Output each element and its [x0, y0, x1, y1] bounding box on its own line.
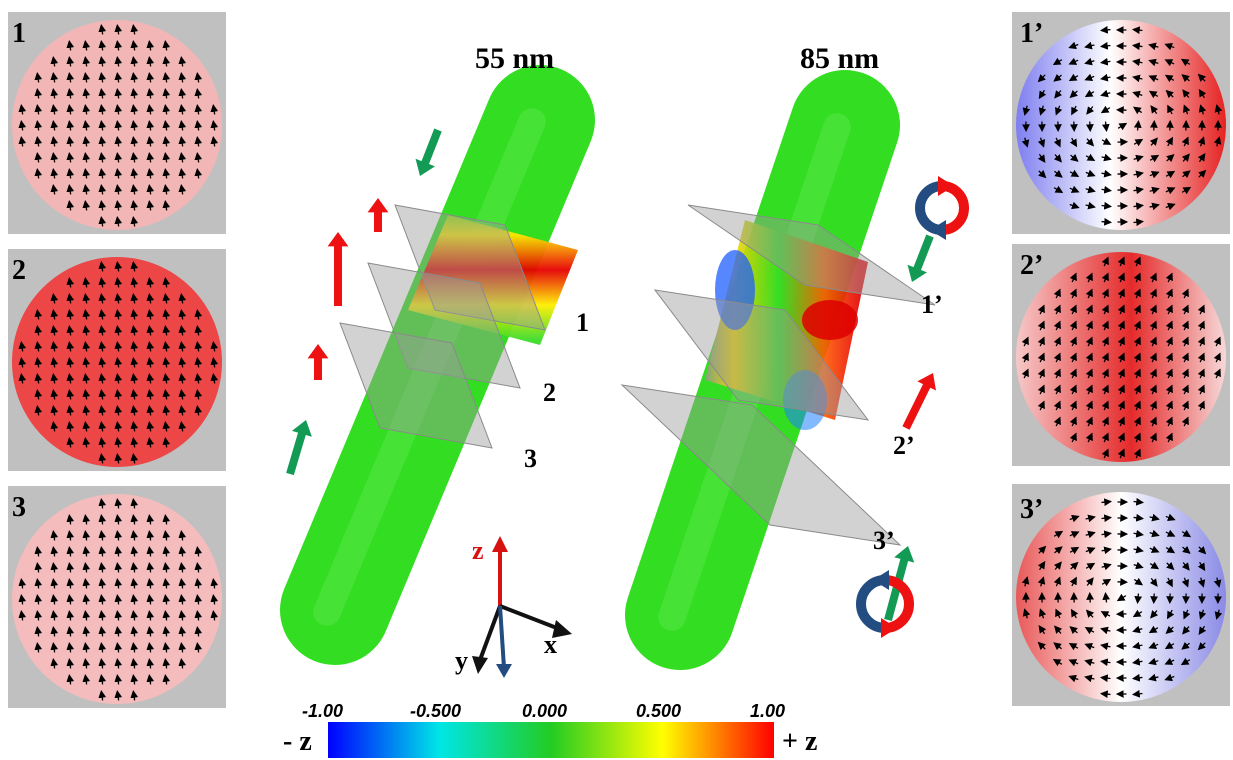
axis-label-y: y	[455, 646, 468, 675]
cross-section-panel-1p-disk	[1016, 20, 1226, 230]
cross-section-panel-3p	[1012, 484, 1230, 706]
cross-section-panel-1p	[1012, 12, 1230, 234]
colorbar-tick-5: 1.00	[750, 701, 786, 721]
nanowire-55nm-highlight	[313, 108, 546, 626]
plane-label-1: 1	[576, 308, 589, 337]
curl-arrow-3p-arc-b	[856, 575, 886, 633]
arrow-red-2p	[902, 373, 936, 430]
cross-section-panel-2p-disk	[1016, 252, 1226, 462]
cross-section-panel-1-disk	[12, 20, 222, 230]
cross-section-panel-3p-arrows	[1021, 497, 1223, 699]
cross-section-panel-2-disk	[12, 257, 222, 467]
axis-label-z: z	[472, 536, 484, 565]
colorbar-tick-2: -0.500	[410, 701, 462, 721]
curl-arrow-1p	[915, 176, 969, 240]
axis-x-line	[499, 604, 563, 632]
curl-arrow-3p-head-a	[873, 570, 889, 590]
cross-section-panel-3p-disk	[1016, 492, 1226, 702]
slice-plane-1p	[687, 204, 936, 306]
axis-label-x: x	[544, 630, 557, 659]
cross-section-panel-2-arrows	[18, 261, 219, 464]
axis-y-head	[472, 656, 488, 674]
panel-label-1p: 1’	[1020, 18, 1044, 49]
curl-arrow-3p-head-b	[881, 618, 897, 638]
axis-minus-z-line	[498, 605, 506, 669]
arrow-red-large-55	[327, 232, 349, 306]
nanowire-55nm	[280, 65, 595, 665]
panel-label-3p: 3’	[1020, 494, 1044, 525]
nanowire-85nm-hotspot-red	[802, 300, 858, 340]
colorbar-label-minus-z: - z	[283, 726, 312, 757]
colorbar-tick-3: 0.000	[522, 701, 568, 721]
panel-label-1: 1	[12, 18, 26, 49]
cross-section-panel-1	[8, 12, 226, 234]
curl-arrow-3p	[856, 570, 914, 638]
cross-section-panel-3-disk	[12, 494, 222, 704]
rod-title-55nm: 55 nm	[475, 42, 555, 75]
panel-label-3: 3	[12, 492, 26, 523]
curl-arrow-3p-arc-a	[884, 575, 914, 633]
nanowire-85nm-hotspot-blue	[715, 250, 755, 330]
arrow-green-1p	[907, 234, 934, 282]
cross-section-panel-1-arrows	[18, 24, 219, 227]
plane-label-2: 2	[543, 378, 556, 407]
curl-arrow-1p-head-b	[930, 220, 946, 240]
colorbar-label-plus-z: + z	[782, 726, 818, 757]
panel-label-2: 2	[12, 255, 26, 286]
axis-minus-z-head	[496, 664, 512, 678]
arrow-green-top-55	[415, 128, 442, 176]
cross-section-panel-1p-arrows	[1021, 25, 1223, 227]
cross-section-panel-2	[8, 249, 226, 471]
axis-x-head	[552, 620, 572, 638]
plane-label-2p: 2’	[893, 431, 915, 460]
slice-plane-2p	[653, 289, 870, 421]
arrow-red-small-55	[367, 198, 389, 232]
cross-section-panel-3-arrows	[18, 498, 219, 701]
cross-section-panel-3	[8, 486, 226, 708]
colorbar-tick-4: 0.500	[636, 701, 682, 721]
plane-label-3p: 3’	[873, 526, 895, 555]
slice-plane-1	[394, 204, 546, 331]
rod-title-85nm: 85 nm	[800, 42, 880, 75]
colorbar-gradient	[328, 722, 774, 758]
axis-z-head	[492, 536, 508, 552]
curl-arrow-1p-head-a	[938, 176, 954, 196]
plane-label-1p: 1’	[921, 290, 943, 319]
slice-plane-3p	[620, 384, 902, 546]
slice-plane-3	[339, 322, 493, 449]
axis-y-line	[478, 605, 502, 661]
arrow-green-bottom-55	[286, 420, 312, 476]
cross-section-panel-2p	[1012, 244, 1230, 466]
nanowire-85nm-hotspot-blue-2	[783, 370, 827, 430]
panel-label-2p: 2’	[1020, 250, 1044, 281]
colorbar-tick-1: -1.00	[302, 701, 344, 721]
plane-label-3: 3	[524, 444, 537, 473]
arrow-red-mid-55	[307, 344, 329, 380]
cross-section-panel-2p-arrows	[1021, 256, 1221, 459]
